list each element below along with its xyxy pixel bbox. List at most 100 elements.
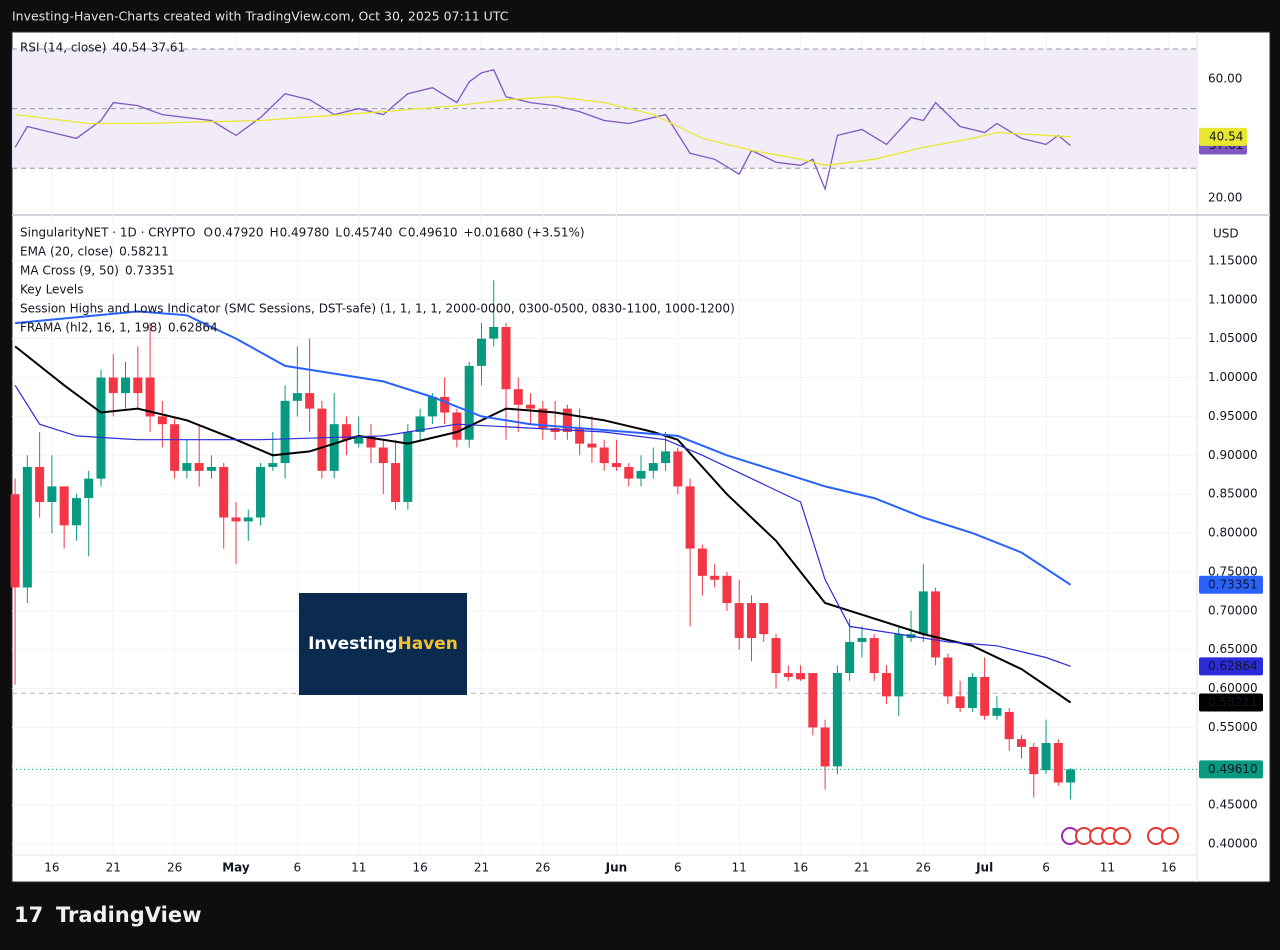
candle-body (992, 708, 1002, 716)
candle-body (354, 435, 364, 444)
indicator-line (14, 69, 1072, 192)
legend-value: 0.73351 (125, 264, 175, 278)
watermark-box (299, 593, 467, 695)
y-tick-label: 20.00 (1208, 191, 1242, 205)
indicator-line (14, 345, 1072, 704)
candle-body (943, 657, 953, 697)
candle-body (182, 463, 192, 471)
watermark-part: Haven (397, 634, 457, 654)
legend-entry: MA Cross (9, 50) (20, 264, 119, 278)
indicator-line (15, 96, 1071, 166)
x-tick-label: 11 (1100, 861, 1115, 875)
ohlc-key: L (335, 226, 342, 240)
axis-value-box (1199, 127, 1247, 146)
legend-value: 0.62864 (168, 321, 218, 335)
legend-entry: Key Levels (20, 283, 84, 297)
x-tick-label: 26 (167, 861, 182, 875)
watermark-part: Investing (308, 634, 397, 654)
candle-body (526, 404, 536, 409)
candle-body (869, 638, 879, 674)
x-tick-label: 16 (412, 861, 427, 875)
candle-body (427, 396, 437, 417)
candle-body (771, 638, 781, 674)
candle-body (145, 377, 155, 417)
x-tick-label: Jun (605, 861, 628, 875)
x-tick-label: 21 (106, 861, 121, 875)
ohlc-key: O (203, 226, 212, 240)
y-tick-label: 0.95000 (1208, 409, 1258, 423)
candle-body (10, 494, 20, 588)
candle-body (133, 377, 143, 394)
y-tick-label: 0.55000 (1208, 720, 1258, 734)
candle-body (538, 408, 548, 429)
ohlc-value: 0.49610 (408, 226, 458, 240)
candle-body (967, 676, 977, 709)
candle-body (808, 673, 818, 728)
candle-body (624, 466, 634, 479)
candle-body (550, 428, 560, 432)
candle-body (59, 486, 69, 526)
candle-body (268, 463, 278, 467)
legend-value: 0.58211 (119, 245, 169, 259)
candle-body (648, 463, 658, 471)
candle-body (84, 478, 94, 499)
candle-body (931, 591, 941, 658)
indicator-line (15, 310, 1072, 586)
candle-body (329, 424, 339, 471)
candle-body (403, 431, 413, 502)
legend-value: 40.54 (112, 41, 146, 55)
x-tick-label: May (222, 861, 250, 875)
axis-value-box (1199, 575, 1263, 594)
candle-body (894, 634, 904, 697)
x-tick-label: 11 (732, 861, 747, 875)
candle-body (746, 603, 756, 639)
x-tick-label: 26 (535, 861, 550, 875)
candle-body (783, 673, 793, 677)
candle-body (194, 463, 204, 471)
plot-layer: 16 21 26 May 6 11 16 21 26 Jun 6 11 16 21 26 Jul 6 11 16 20… (10, 33, 1263, 875)
currency-label: USD (1213, 227, 1239, 241)
axis-value-box (1199, 657, 1263, 676)
candle-body (759, 603, 769, 635)
axis-value-label: 0.73351 (1208, 577, 1258, 591)
candle-body (562, 408, 572, 432)
legend-title: RSI (14, close) (20, 41, 106, 55)
candle-body (22, 466, 32, 588)
x-tick-label: 16 (44, 861, 59, 875)
candle-body (231, 517, 241, 522)
candle-body (832, 673, 842, 767)
candle-body (845, 641, 855, 674)
candle-body (722, 575, 732, 604)
x-tick-label: 26 (916, 861, 931, 875)
candle-body (157, 416, 167, 425)
y-tick-label: 0.45000 (1208, 798, 1258, 812)
x-tick-label: 16 (793, 861, 808, 875)
candle-body (501, 326, 511, 390)
candle-body (256, 466, 266, 518)
candle-body (341, 424, 351, 440)
candle-body (587, 443, 597, 448)
footer-logo: TradingView (56, 903, 201, 927)
x-tick-label: 6 (294, 861, 302, 875)
header: Investing-Haven-Charts created with Trad… (12, 9, 509, 24)
candle-body (391, 463, 401, 502)
candle-body (476, 338, 486, 366)
candle-body (697, 548, 707, 576)
candle-body (1041, 743, 1051, 771)
candle-body (71, 498, 81, 526)
y-tick-label: 0.70000 (1208, 603, 1258, 617)
candle-body (206, 466, 216, 471)
candle-body (366, 435, 376, 448)
change: +0.01680 (+3.51%) (464, 226, 585, 240)
ohlc-value: 0.45740 (343, 226, 393, 240)
y-tick-label: 0.40000 (1208, 837, 1258, 851)
axis-value-box (1199, 693, 1263, 712)
x-tick-label: 6 (1042, 861, 1050, 875)
candle-body (1004, 711, 1014, 740)
candle-body (280, 400, 290, 464)
ohlc-key: C (399, 226, 407, 240)
x-tick-label: 21 (474, 861, 489, 875)
candle-body (820, 727, 830, 767)
event-icon (1161, 827, 1179, 845)
